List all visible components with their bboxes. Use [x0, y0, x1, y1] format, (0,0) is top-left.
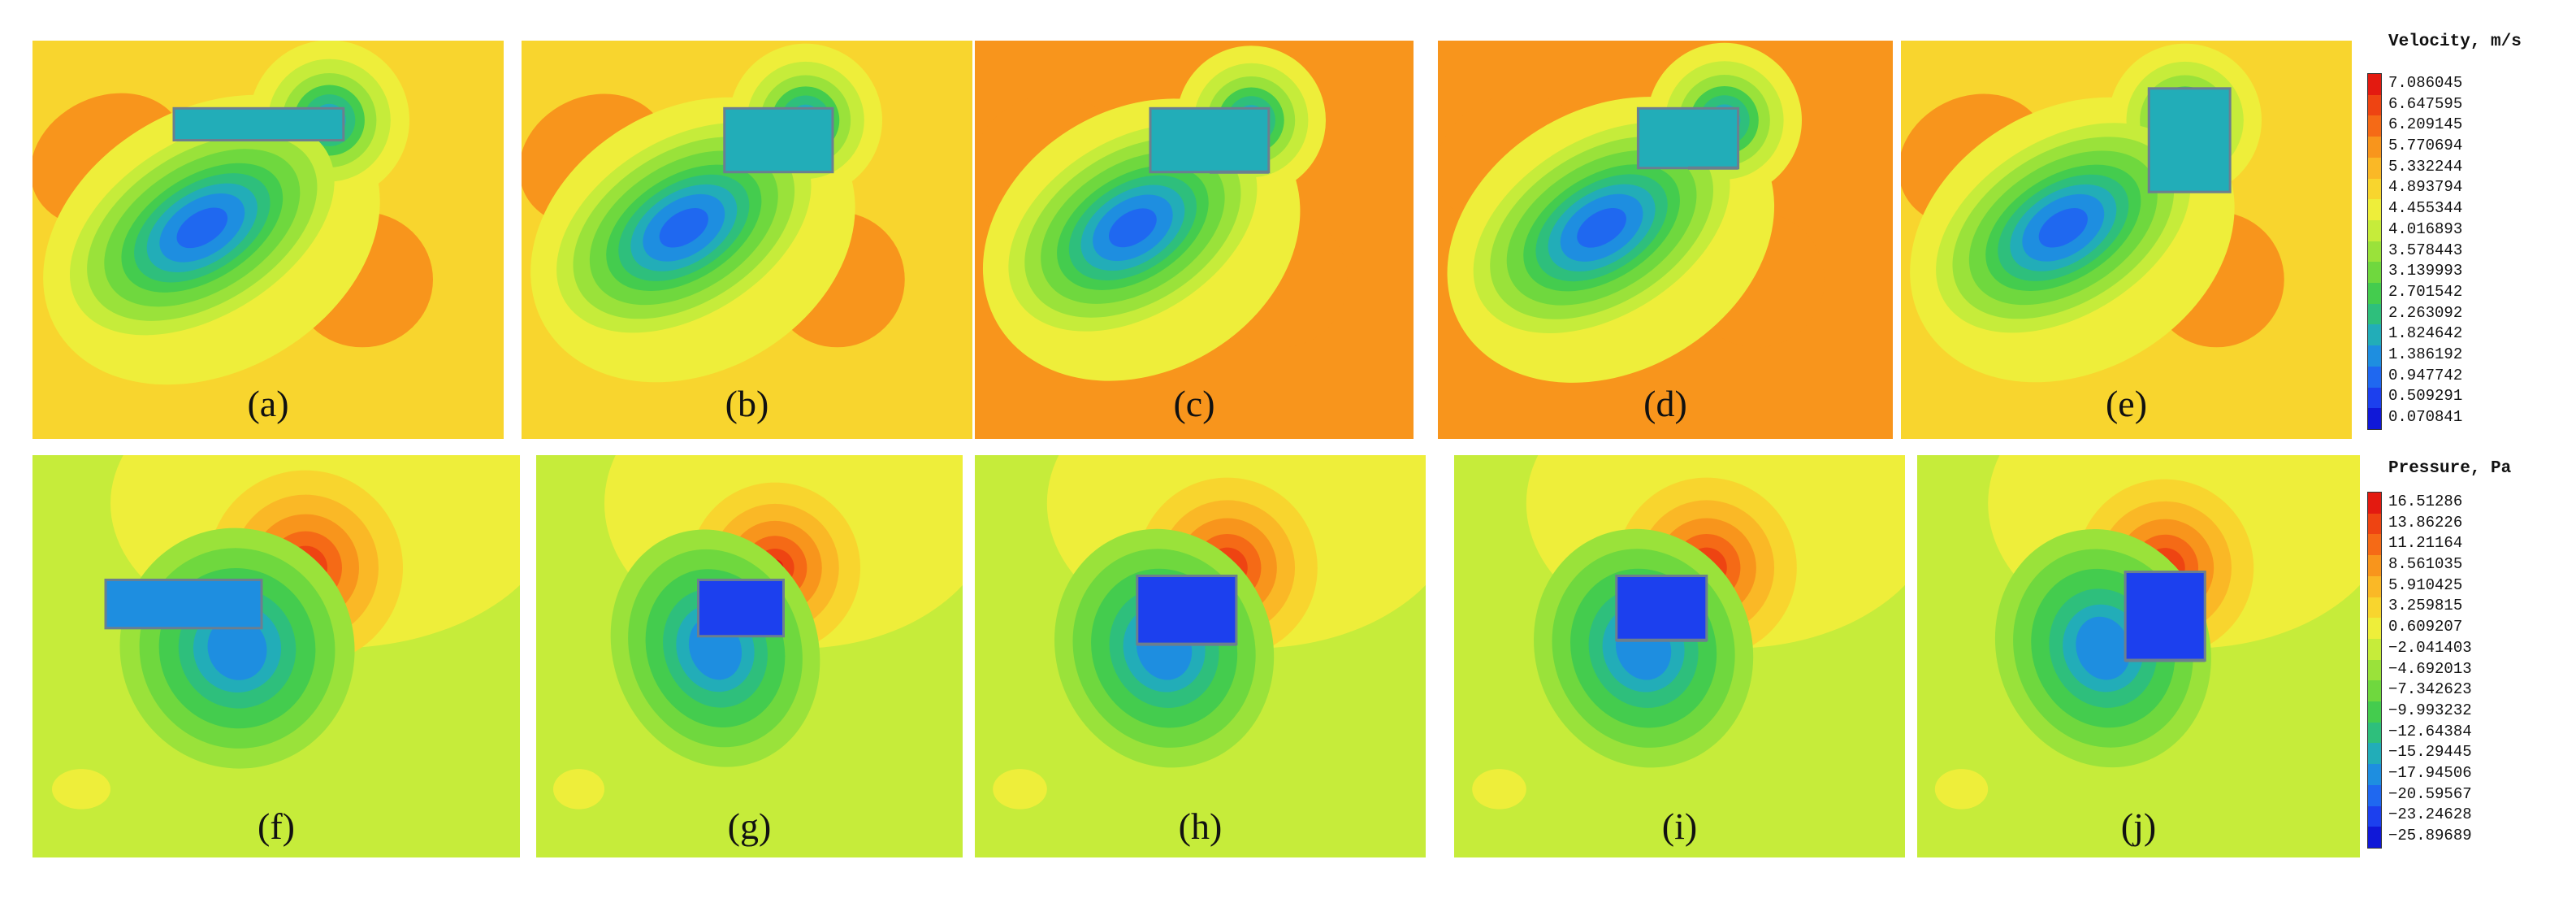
pressure-colorbar-tick: 13.86226	[2388, 513, 2463, 532]
pressure-colorbar-tick: 11.21164	[2388, 534, 2463, 553]
pressure-colorbar-segment	[2368, 659, 2381, 681]
pressure-contour-panel-j: (j)	[1917, 455, 2360, 857]
velocity-colorbar-segment	[2368, 262, 2381, 284]
velocity-contour-panel-a: (a)	[32, 41, 504, 439]
velocity-colorbar-segment	[2368, 157, 2381, 180]
pressure-colorbar-tick: −15.29445	[2388, 743, 2472, 762]
velocity-contour-panel-b: (b)	[522, 41, 972, 439]
velocity-colorbar-segment	[2368, 199, 2381, 221]
velocity-colorbar-segment	[2368, 303, 2381, 325]
pressure-colorbar-tick: −23.24628	[2388, 805, 2472, 824]
velocity-colorbar-segment	[2368, 115, 2381, 137]
pressure-colorbar-segment	[2368, 827, 2381, 849]
velocity-colorbar-segment	[2368, 219, 2381, 242]
pressure-colorbar-tick: 3.259815	[2388, 597, 2463, 615]
pressure-colorbar-segment	[2368, 701, 2381, 723]
pressure-colorbar-tick: 0.609207	[2388, 618, 2463, 636]
velocity-colorbar-segment	[2368, 324, 2381, 346]
pressure-colorbar-segment	[2368, 575, 2381, 598]
pressure-contour-plot-j	[1917, 455, 2360, 857]
velocity-colorbar-tick: 2.263092	[2388, 303, 2463, 322]
pressure-legend-title: Pressure, Pa	[2388, 459, 2512, 478]
pressure-colorbar: Pressure, Pa 16.51286 13.86226 11.21164 8.5…	[2364, 459, 2571, 866]
velocity-colorbar-tick: 5.770694	[2388, 136, 2463, 154]
velocity-colorbar-segment	[2368, 74, 2381, 96]
velocity-colorbar-tick: 6.647595	[2388, 94, 2463, 113]
pressure-colorbar-strip	[2367, 492, 2382, 849]
velocity-colorbar-tick: 1.824642	[2388, 324, 2463, 343]
pressure-colorbar-tick: −4.692013	[2388, 659, 2472, 678]
velocity-contour-panel-c: (c)	[975, 41, 1414, 439]
pressure-colorbar-tick: 8.561035	[2388, 554, 2463, 573]
velocity-colorbar-tick: 5.332244	[2388, 157, 2463, 176]
pressure-colorbar-segment	[2368, 638, 2381, 661]
pressure-colorbar-segment	[2368, 618, 2381, 640]
pressure-colorbar-segment	[2368, 805, 2381, 827]
velocity-colorbar-tick: 1.386192	[2388, 345, 2463, 364]
velocity-colorbar-segment	[2368, 366, 2381, 389]
pressure-contour-panel-i: (i)	[1454, 455, 1905, 857]
velocity-colorbar-tick: 0.070841	[2388, 408, 2463, 427]
velocity-colorbar-segment	[2368, 178, 2381, 200]
pressure-colorbar-tick: −7.342623	[2388, 680, 2472, 699]
velocity-contour-panel-e: (e)	[1901, 41, 2352, 439]
velocity-colorbar-tick: 3.139993	[2388, 262, 2463, 280]
velocity-colorbar-tick: 4.016893	[2388, 219, 2463, 238]
pressure-contour-plot-h	[975, 455, 1426, 857]
pressure-colorbar-tick: 16.51286	[2388, 492, 2463, 510]
velocity-contour-plot-e	[1901, 41, 2352, 439]
pressure-contour-panel-f: (f)	[32, 455, 520, 857]
pressure-colorbar-segment	[2368, 597, 2381, 619]
pressure-colorbar-tick: −12.64384	[2388, 722, 2472, 740]
velocity-colorbar-segment	[2368, 408, 2381, 430]
velocity-contour-plot-d	[1438, 41, 1893, 439]
velocity-colorbar-segment	[2368, 345, 2381, 367]
velocity-legend-title: Velocity, m/s	[2388, 33, 2522, 51]
velocity-colorbar-tick: 4.455344	[2388, 199, 2463, 218]
velocity-colorbar-segment	[2368, 283, 2381, 305]
pressure-colorbar-segment	[2368, 743, 2381, 765]
velocity-colorbar-segment	[2368, 137, 2381, 158]
pressure-contour-panel-g: (g)	[536, 455, 963, 857]
pressure-contour-plot-i	[1454, 455, 1905, 857]
velocity-contour-panel-d: (d)	[1438, 41, 1893, 439]
pressure-colorbar-tick: −17.94506	[2388, 764, 2472, 783]
pressure-colorbar-tick: 5.910425	[2388, 575, 2463, 594]
pressure-colorbar-segment	[2368, 555, 2381, 577]
velocity-contour-plot-a	[32, 41, 504, 439]
velocity-contour-plot-b	[522, 41, 972, 439]
velocity-colorbar-segment	[2368, 94, 2381, 116]
velocity-colorbar-tick: 0.509291	[2388, 387, 2463, 406]
velocity-contour-plot-c	[975, 41, 1414, 439]
pressure-colorbar-segment	[2368, 764, 2381, 786]
velocity-colorbar-tick: 0.947742	[2388, 366, 2463, 384]
pressure-contour-plot-f	[32, 455, 520, 857]
pressure-colorbar-segment	[2368, 722, 2381, 744]
velocity-colorbar-tick: 6.209145	[2388, 115, 2463, 134]
velocity-colorbar-segment	[2368, 387, 2381, 409]
pressure-colorbar-segment	[2368, 784, 2381, 807]
velocity-colorbar-tick: 7.086045	[2388, 73, 2463, 92]
pressure-colorbar-tick: −20.59567	[2388, 784, 2472, 803]
pressure-contour-plot-g	[536, 455, 963, 857]
pressure-colorbar-segment	[2368, 534, 2381, 556]
pressure-colorbar-segment	[2368, 493, 2381, 514]
pressure-colorbar-tick: −2.041403	[2388, 638, 2472, 657]
velocity-colorbar-tick: 4.893794	[2388, 178, 2463, 197]
velocity-colorbar-tick: 3.578443	[2388, 241, 2463, 259]
velocity-colorbar-strip	[2367, 73, 2382, 430]
velocity-colorbar-tick: 2.701542	[2388, 282, 2463, 301]
pressure-colorbar-tick: −25.89689	[2388, 827, 2472, 845]
velocity-colorbar: Velocity, m/s 7.086045 6.647595 6.209145 5.…	[2364, 33, 2571, 439]
pressure-colorbar-segment	[2368, 513, 2381, 535]
pressure-colorbar-segment	[2368, 680, 2381, 702]
pressure-colorbar-tick: −9.993232	[2388, 701, 2472, 719]
velocity-colorbar-segment	[2368, 241, 2381, 263]
pressure-contour-panel-h: (h)	[975, 455, 1426, 857]
